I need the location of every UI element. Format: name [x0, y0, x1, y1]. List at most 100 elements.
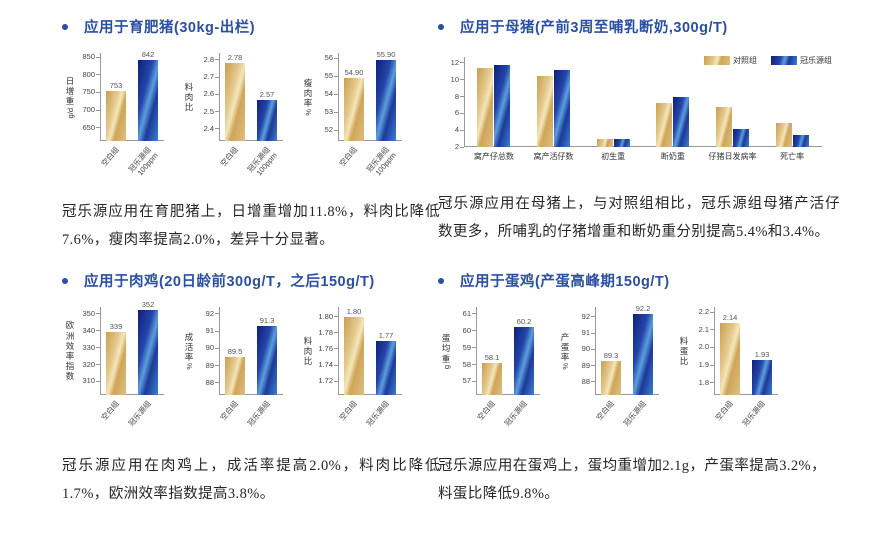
section-title: 应用于肉鸡(20日龄前300g/T，之后150g/T): [84, 274, 375, 290]
y-tick-label: 1.80: [318, 311, 333, 321]
section-broilers: 应用于肉鸡(20日龄前300g/T，之后150g/T) 欧洲效率指数 310 320…: [62, 270, 440, 508]
y-tick-mark: [96, 127, 100, 129]
y-tick-label: 1.72: [318, 376, 333, 386]
bar-value-label: 58.1: [484, 352, 500, 362]
bar-value-label: 753: [109, 81, 123, 91]
y-axis-title: 瘦肉率%: [303, 77, 313, 117]
y-axis-title: 料肉比: [303, 335, 313, 367]
bar-value-label: 339: [109, 322, 123, 332]
y-tick-mark: [96, 313, 100, 315]
legend-item: 冠乐源组: [771, 55, 832, 66]
bar-value-label: 1.77: [378, 330, 394, 340]
y-tick-label: 92: [581, 311, 590, 321]
y-tick-mark: [710, 311, 714, 313]
bar-control: [601, 360, 621, 395]
y-tick-mark: [334, 380, 338, 382]
y-tick-mark: [96, 364, 100, 366]
bar-control: [656, 103, 673, 147]
y-tick-mark: [334, 316, 338, 318]
y-tick-mark: [96, 347, 100, 349]
bar-value-label: 54.90: [344, 68, 364, 78]
y-tick-label: 57: [462, 376, 471, 386]
y-tick-label: 2.4: [203, 123, 214, 133]
y-tick-mark: [710, 329, 714, 331]
section-title-row: 应用于母猪(产前3周至哺乳断奶,300g/T): [438, 16, 840, 37]
y-tick-label: 92: [205, 308, 214, 318]
bar-control: [106, 332, 126, 395]
x-category-label: 窝产仔总数: [473, 152, 514, 161]
y-tick-mark: [334, 93, 338, 95]
chart-sow-performance: 2 4 6 8 10 12 窝产仔总数 窝产活仔数 初生重 断奶重 仔猪日发病率 死亡率 对照组 冠乐源组: [438, 41, 836, 183]
chart-feed-meat-ratio-broiler: 料肉比 1.72 1.74 1.76 1.78 1.80 1.80 空白组 1.77 冠乐源组: [300, 295, 419, 445]
y-tick-mark: [215, 93, 219, 95]
y-axis-title: 产蛋率%: [560, 331, 570, 371]
y-tick-label: 850: [82, 52, 95, 62]
y-tick-label: 1.8: [698, 377, 709, 387]
y-tick-mark: [460, 79, 464, 81]
y-tick-mark: [96, 380, 100, 382]
y-tick-label: 700: [82, 105, 95, 115]
y-tick-mark: [472, 347, 476, 349]
y-tick-mark: [96, 74, 100, 76]
y-tick-label: 89: [581, 360, 590, 370]
y-tick-label: 2.6: [203, 89, 214, 99]
y-tick-label: 2.2: [698, 307, 709, 317]
y-tick-mark: [710, 364, 714, 366]
y-tick-label: 90: [581, 344, 590, 354]
chart-survival-rate: 成活率% 88 89 90 91 92 89.5 空白组 91.3 冠乐源组: [181, 295, 300, 445]
section-title-row: 应用于肉鸡(20日龄前300g/T，之后150g/T): [62, 270, 440, 291]
bar-control: [716, 106, 732, 147]
x-category-label: 死亡率: [780, 152, 805, 161]
bar-guanleyuan: [613, 139, 630, 147]
y-tick-label: 88: [205, 377, 214, 387]
bar-guanleyuan: [376, 340, 396, 395]
chart-plot-area: [100, 53, 164, 141]
bar-value-label: 89.3: [603, 350, 619, 360]
bullet-icon: [438, 277, 444, 284]
bullet-icon: [62, 277, 68, 284]
y-tick-label: 53: [324, 107, 333, 117]
y-tick-label: 61: [462, 308, 471, 318]
bar-control: [720, 322, 740, 395]
section-description: 冠乐源应用在蛋鸡上，蛋均重增加2.1g，产蛋率提高3.2%，料蛋比降低9.8%。: [438, 458, 826, 502]
chart-plot-area: [476, 307, 540, 395]
legend-label: 对照组: [733, 56, 757, 65]
y-tick-label: 1.9: [698, 360, 709, 370]
chart-plot-area: [338, 307, 402, 395]
bar-value-label: 55.90: [376, 50, 396, 60]
y-tick-label: 2.7: [203, 72, 214, 82]
y-tick-mark: [96, 91, 100, 93]
y-tick-mark: [591, 348, 595, 350]
y-axis-title: 料蛋比: [679, 335, 689, 367]
y-tick-label: 2.5: [203, 106, 214, 116]
y-tick-mark: [215, 313, 219, 315]
section-title-row: 应用于育肥猪(30kg-出栏): [62, 16, 440, 37]
y-tick-label: 800: [82, 69, 95, 79]
y-tick-mark: [472, 364, 476, 366]
bar-control: [537, 76, 553, 147]
y-tick-label: 59: [462, 342, 471, 352]
y-tick-mark: [215, 76, 219, 78]
bar-guanleyuan: [257, 325, 277, 395]
bar-guanleyuan: [257, 99, 277, 141]
bar-value-label: 89.5: [227, 347, 243, 357]
bar-guanleyuan: [733, 129, 749, 147]
bar-guanleyuan: [633, 313, 653, 395]
y-tick-mark: [472, 313, 476, 315]
y-tick-mark: [460, 112, 464, 114]
bar-guanleyuan: [376, 60, 396, 141]
y-tick-label: 88: [581, 376, 590, 386]
bar-guanleyuan: [138, 60, 158, 141]
section-title: 应用于母猪(产前3周至哺乳断奶,300g/T): [460, 20, 728, 36]
y-tick-label: 91: [205, 326, 214, 336]
section-description: 冠乐源应用在肉鸡上，成活率提高2.0%，料肉比降低1.7%，欧洲效率指数提高3.…: [62, 458, 440, 502]
y-tick-mark: [215, 347, 219, 349]
chart-feed-meat-ratio-pig: 料肉比 2.4 2.5 2.6 2.7 2.8 2.78 空白组 2.57 冠乐源组 100ppm: [181, 41, 300, 191]
y-tick-mark: [215, 59, 219, 61]
y-tick-mark: [334, 75, 338, 77]
chart-european-index: 欧洲效率指数 310 320 330 340 350 339 空白组 352 冠乐源组: [62, 295, 181, 445]
bar-value-label: 91.3: [259, 315, 275, 325]
section-layers: 应用于蛋鸡(产蛋高峰期150g/T) 蛋均重 g 57 58 59 60 61 58.1 空白组…: [438, 270, 826, 508]
